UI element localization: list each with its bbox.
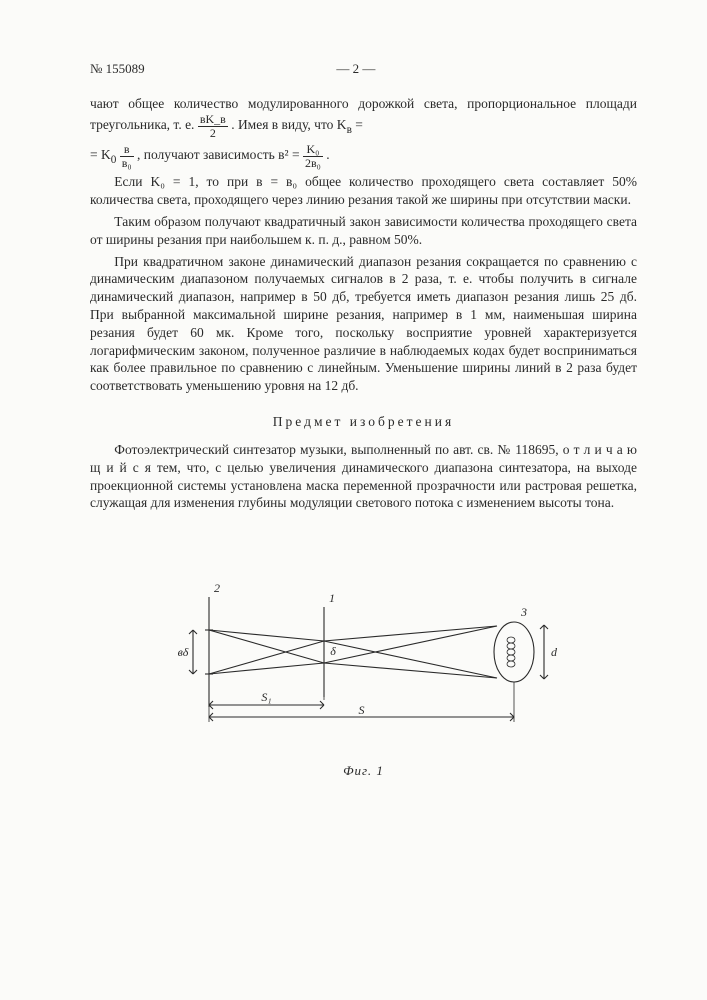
claims-title: Предмет изобретения: [90, 413, 637, 431]
text: чают общее количество модулированного до…: [90, 96, 637, 132]
doc-number: № 155089: [90, 60, 145, 77]
formula-3: K₀ 2в₀: [303, 143, 323, 169]
numerator: K₀: [303, 143, 323, 157]
numerator: вK_в: [198, 113, 228, 127]
page-header: № 155089 — 2 —: [90, 60, 637, 77]
text: .: [326, 147, 329, 162]
svg-text:1: 1: [329, 591, 335, 605]
page: № 155089 — 2 — чают общее количество мод…: [0, 0, 707, 1000]
formula-1: вK_в 2: [198, 113, 228, 139]
paragraph-3: Если K₀ = 1, то при в = в₀ общее количес…: [90, 173, 637, 209]
diagram-svg: δ d 2 1 3 вδ S₁ S: [154, 572, 574, 752]
denominator: в₀: [120, 157, 134, 170]
figure-caption: Фиг. 1: [90, 762, 637, 779]
figure-1: δ d 2 1 3 вδ S₁ S Фиг. 1: [90, 572, 637, 779]
text: , получают зависимость в² =: [137, 147, 300, 162]
svg-text:вδ: вδ: [177, 645, 188, 659]
claims-text: Фотоэлектрический синтезатор музыки, вып…: [90, 441, 637, 512]
text: = K: [90, 147, 111, 162]
svg-text:3: 3: [520, 605, 527, 619]
paragraph-5: При квадратичном законе динамический диа…: [90, 253, 637, 396]
text: =: [355, 117, 363, 132]
svg-text:2: 2: [214, 581, 220, 595]
page-number: — 2 —: [145, 60, 567, 77]
formula-2: в в₀: [120, 143, 134, 169]
svg-text:d: d: [551, 645, 558, 659]
denominator: 2в₀: [303, 157, 323, 170]
paragraph-4: Таким образом получают квадратичный зако…: [90, 213, 637, 249]
svg-text:S₁: S₁: [261, 690, 271, 704]
paragraph-2: = K0 в в₀ , получают зависимость в² = K₀…: [90, 143, 637, 169]
subscript: в: [347, 124, 352, 136]
subscript: 0: [111, 154, 117, 166]
svg-text:S: S: [358, 703, 364, 717]
text: . Имея в виду, что K: [231, 117, 346, 132]
denominator: 2: [198, 127, 228, 140]
numerator: в: [120, 143, 134, 157]
svg-text:δ: δ: [330, 644, 336, 658]
paragraph-1: чают общее количество модулированного до…: [90, 95, 637, 139]
